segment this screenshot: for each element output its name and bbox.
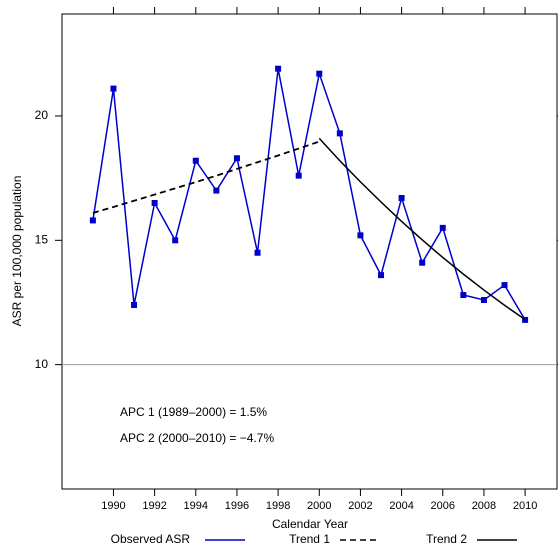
legend-label: Trend 1 [289,532,330,545]
y-tick-label: 10 [35,357,49,371]
x-tick-label: 1990 [101,500,125,512]
annotation: APC 1 (1989–2000) = 1.5% [120,405,267,419]
data-point [89,217,96,224]
data-point [151,200,158,207]
data-point [522,316,529,323]
x-axis-label: Calendar Year [272,517,348,531]
y-tick-label: 15 [35,232,49,246]
x-tick-label: 1992 [142,500,166,512]
data-point [110,85,117,92]
y-axis-label: ASR per 100,000 population [10,176,24,327]
data-point [378,272,385,279]
data-point [501,282,508,289]
data-point [172,237,179,244]
data-point [460,292,467,299]
x-tick-label: 1998 [266,500,290,512]
data-point [254,249,261,256]
data-point [439,224,446,231]
series-line [92,140,320,214]
data-point [192,157,199,164]
data-point [480,296,487,303]
plot-frame [61,13,558,490]
y-tick-label: 20 [35,108,49,122]
x-tick-label: 2004 [389,500,413,512]
data-point [357,232,364,239]
data-point [213,187,220,194]
x-tick-label: 2010 [513,500,537,512]
x-tick-label: 2008 [472,500,496,512]
data-point [398,195,405,202]
data-point [336,130,343,137]
series-line [318,137,526,321]
x-tick-label: 2006 [431,500,455,512]
series-line [92,68,526,321]
data-point [275,65,282,72]
data-point [131,301,138,308]
data-point [419,259,426,266]
annotation: APC 2 (2000–2010) = −4.7% [120,431,274,445]
data-point [233,155,240,162]
x-tick-label: 1994 [184,500,208,512]
data-point [295,172,302,179]
legend-label: Observed ASR [111,532,191,545]
x-tick-label: 2000 [307,500,331,512]
x-tick-label: 2002 [348,500,372,512]
data-point [316,70,323,77]
legend-label: Trend 2 [426,532,467,545]
x-tick-label: 1996 [225,500,249,512]
